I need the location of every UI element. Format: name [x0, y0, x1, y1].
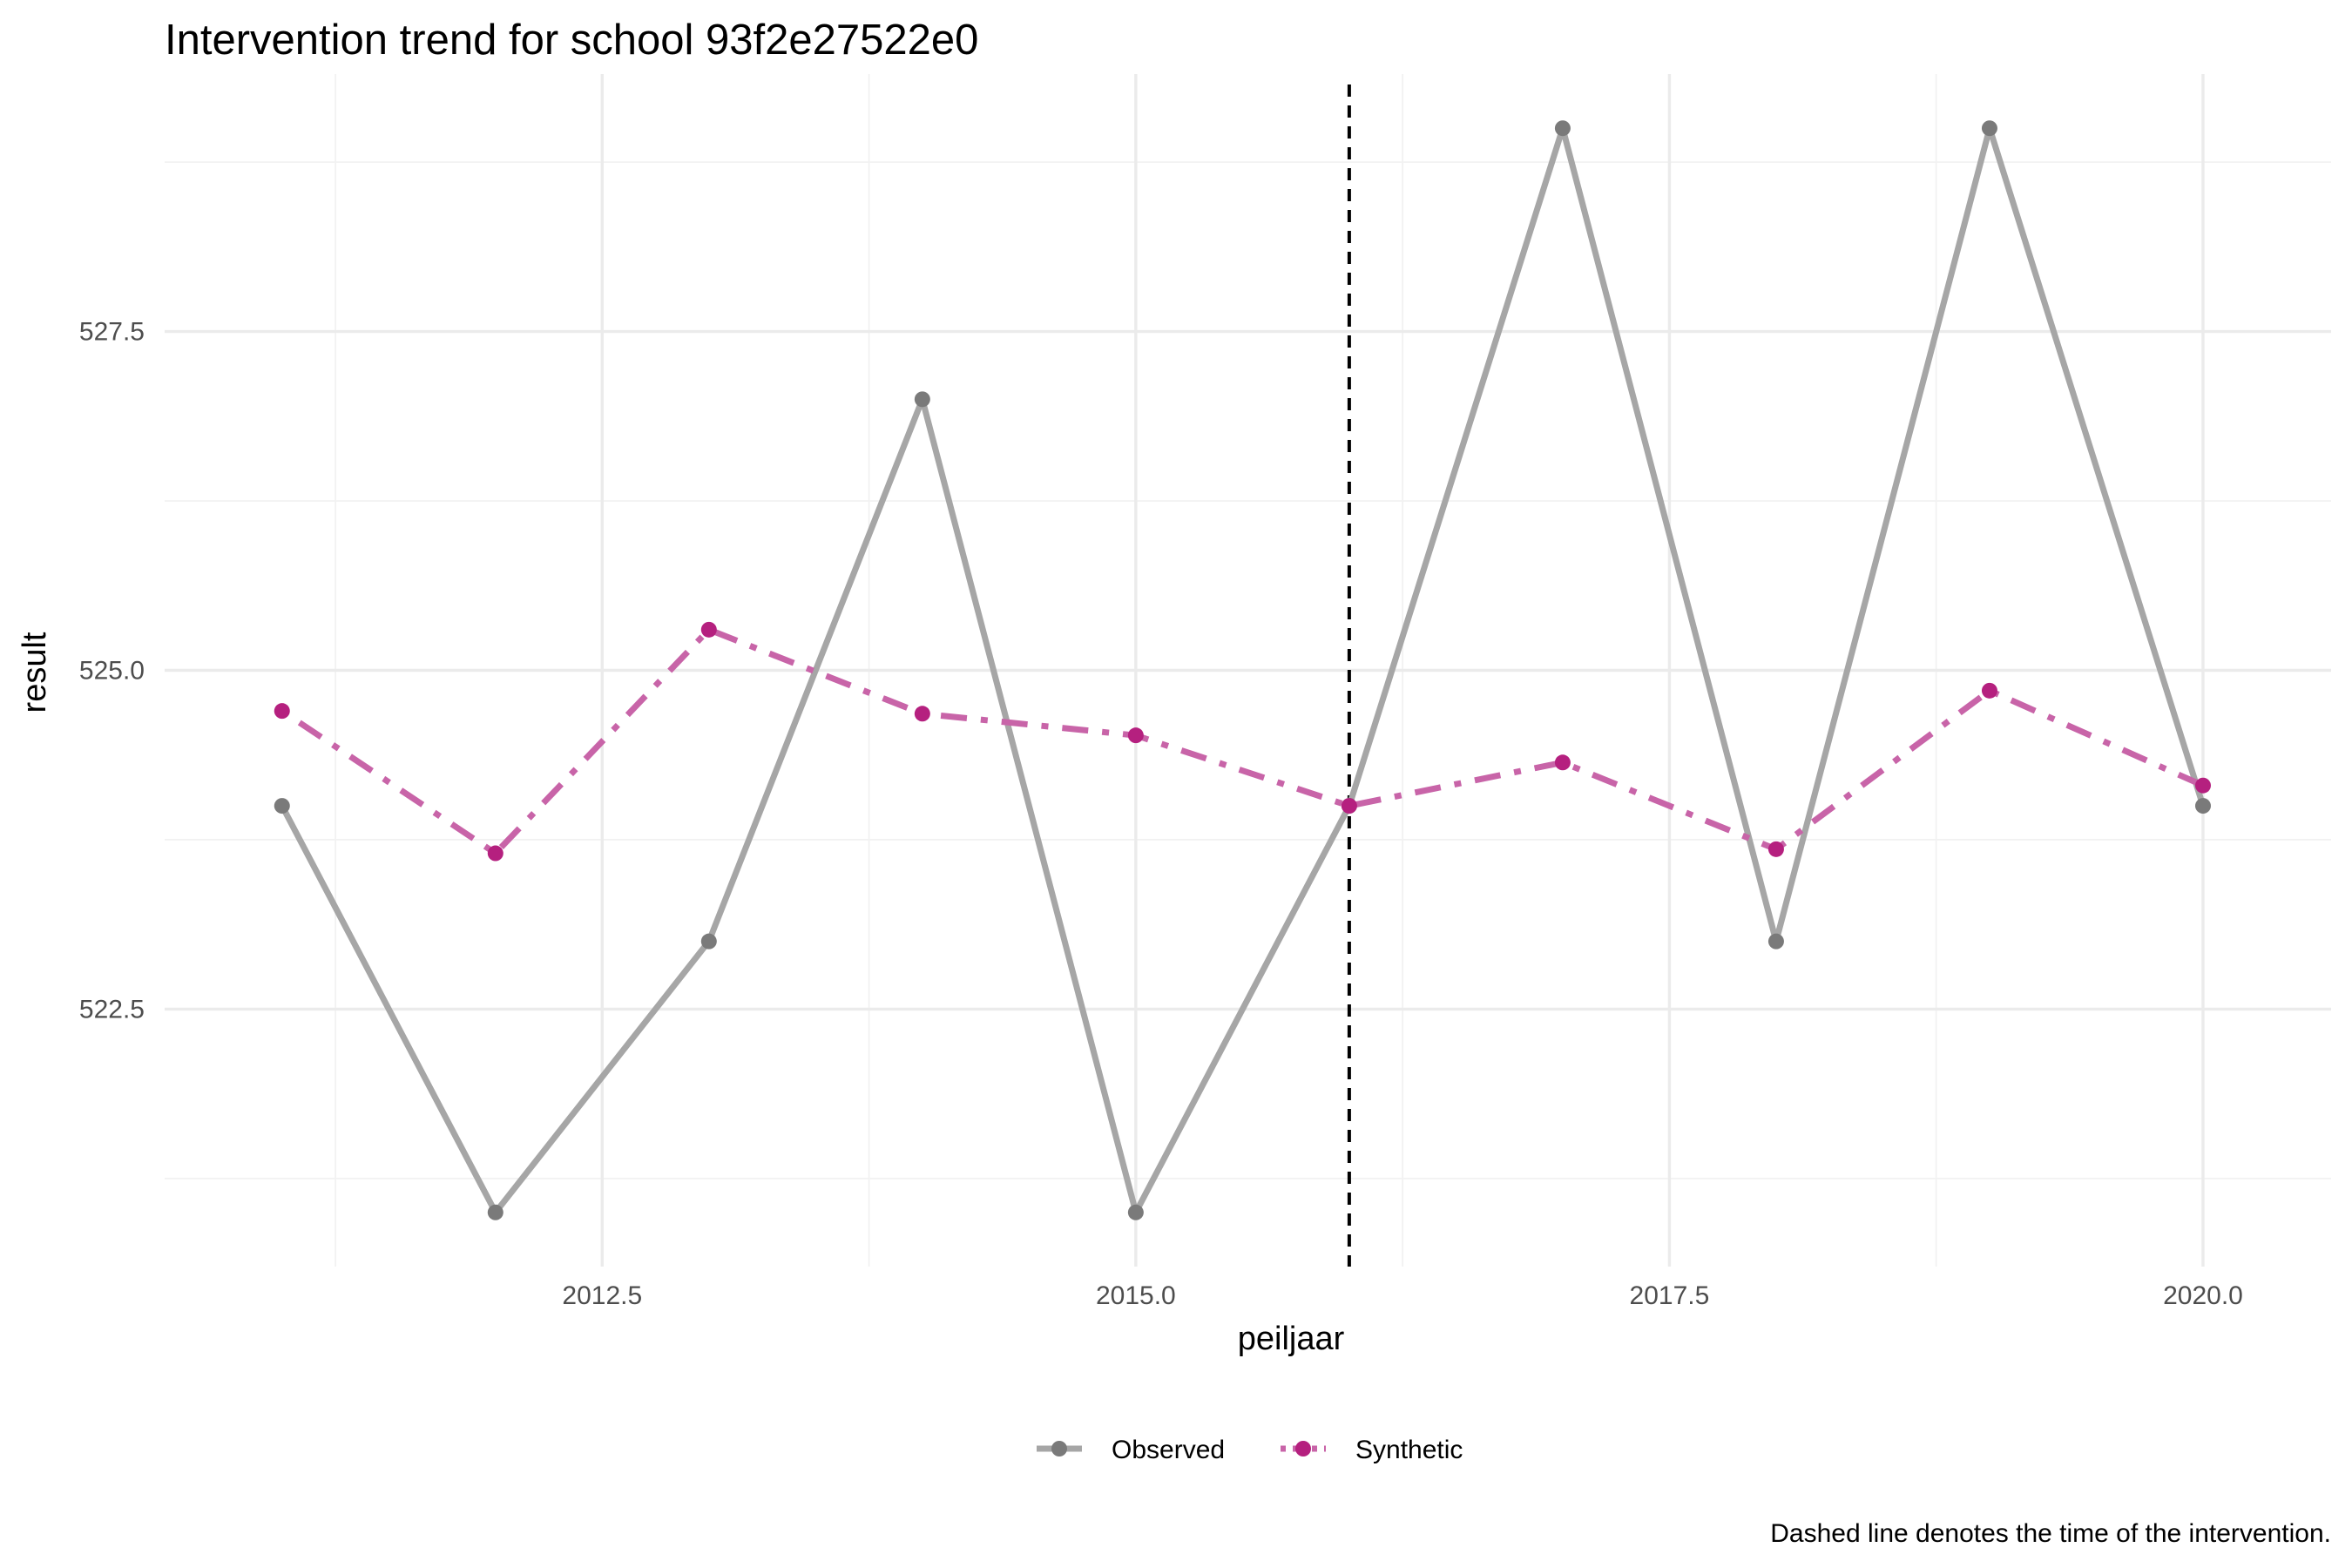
data-point-observed — [2194, 798, 2211, 814]
legend-label: Observed — [1112, 1436, 1225, 1464]
series-layer — [274, 120, 2211, 1220]
data-point-synthetic — [700, 621, 717, 638]
legend-item-observed: Observed — [1037, 1436, 1225, 1464]
data-point-synthetic — [1554, 754, 1571, 771]
legend: Observed Synthetic — [1037, 1436, 1463, 1464]
data-point-synthetic — [914, 706, 930, 722]
data-point-synthetic — [274, 703, 290, 720]
data-point-observed — [914, 391, 930, 408]
data-point-synthetic — [1981, 682, 1997, 699]
x-tick-label: 2015.0 — [1096, 1281, 1176, 1310]
x-tick-label: 2020.0 — [2163, 1281, 2243, 1310]
series-line-observed — [279, 125, 2207, 1216]
data-point-observed — [1127, 1204, 1144, 1220]
x-axis-title: peiljaar — [1238, 1321, 1345, 1357]
data-point-synthetic — [2194, 777, 2211, 794]
data-point-observed — [487, 1204, 504, 1220]
chart-caption: Dashed line denotes the time of the inte… — [1770, 1519, 2331, 1548]
x-tick-label: 2017.5 — [1630, 1281, 1710, 1310]
y-tick-labels: 522.5 525.0 527.5 — [79, 318, 145, 1024]
y-tick-label: 522.5 — [79, 995, 145, 1024]
data-point-observed — [274, 798, 290, 814]
x-tick-label: 2012.5 — [562, 1281, 642, 1310]
legend-key-point — [1051, 1441, 1067, 1456]
data-point-synthetic — [487, 845, 504, 862]
gridlines — [165, 74, 2331, 1267]
y-tick-label: 527.5 — [79, 318, 145, 347]
chart-title: Intervention trend for school 93f2e27522… — [165, 17, 978, 64]
legend-item-synthetic: Synthetic — [1281, 1436, 1463, 1464]
data-point-observed — [1981, 120, 1997, 137]
data-point-observed — [1554, 120, 1571, 137]
series-observed — [274, 120, 2211, 1220]
legend-label: Synthetic — [1355, 1436, 1463, 1464]
series-synthetic — [274, 621, 2211, 862]
data-point-observed — [700, 933, 717, 950]
data-point-synthetic — [1127, 727, 1144, 744]
y-axis-title: result — [17, 632, 53, 713]
x-tick-labels: 2012.5 2015.0 2017.5 2020.0 — [562, 1281, 2242, 1310]
data-point-synthetic — [1341, 798, 1357, 814]
data-point-synthetic — [1767, 841, 1784, 857]
y-tick-label: 525.0 — [79, 657, 145, 686]
data-point-observed — [1767, 933, 1784, 950]
series-line-synthetic — [280, 626, 2205, 856]
legend-key-point — [1295, 1441, 1311, 1456]
